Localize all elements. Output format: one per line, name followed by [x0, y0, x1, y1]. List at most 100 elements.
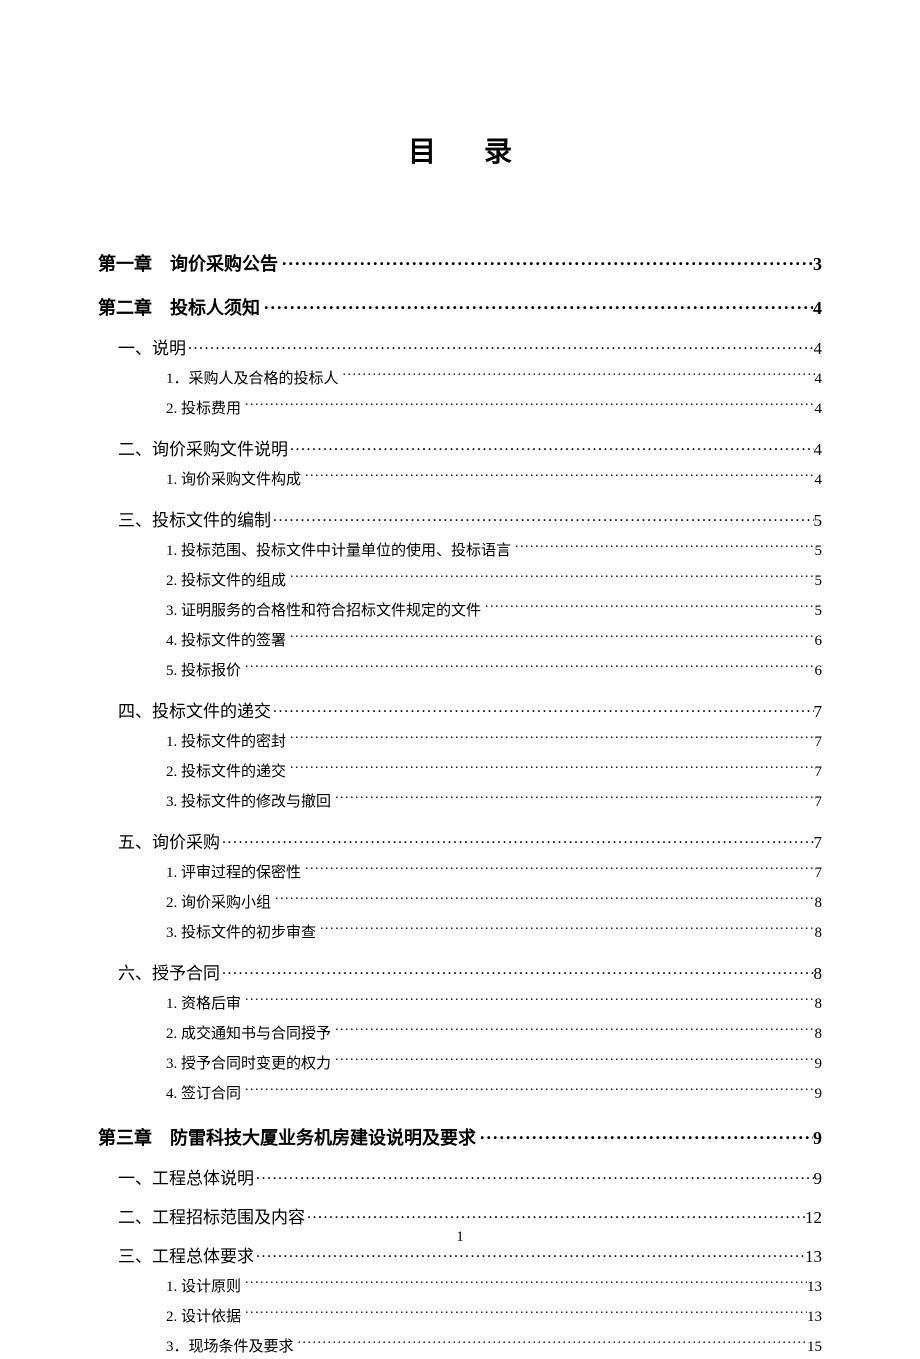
toc-entry-page: 8	[815, 992, 823, 1016]
toc-entry: 第一章 询价采购公告3	[98, 250, 822, 276]
toc-entry-page: 4	[813, 298, 822, 319]
toc-entry-label: 5. 投标报价	[166, 659, 245, 683]
toc-dots	[290, 570, 814, 585]
toc-entry: 1. 询价采购文件构成 4	[166, 468, 822, 492]
toc-dots	[335, 791, 814, 806]
toc-entry-label: 一、说明	[118, 334, 188, 359]
toc-entry-label: 二、询价采购文件说明	[118, 435, 290, 460]
toc-dots	[222, 831, 814, 848]
toc-entry-page: 5	[815, 539, 823, 563]
toc-entry-page: 7	[815, 760, 823, 784]
toc-entry: 3. 投标文件的初步审查8	[166, 921, 822, 945]
toc-dots	[245, 1083, 814, 1098]
toc-entry-page: 7	[814, 833, 823, 853]
toc-entry-page: 9	[813, 1128, 822, 1149]
toc-entry-label: 2. 投标费用	[166, 397, 245, 421]
toc-entry-label: 2. 成交通知书与合同授予	[166, 1022, 335, 1046]
page-number: 1	[0, 1229, 920, 1246]
toc-dots	[480, 1126, 813, 1144]
toc-dots	[273, 509, 814, 526]
toc-dots	[290, 438, 814, 455]
toc-entry-label: 3. 投标文件的修改与撤回	[166, 790, 335, 814]
toc-dots	[335, 1053, 814, 1068]
toc-entry-label: 3. 投标文件的初步审查	[166, 921, 320, 945]
toc-dots	[515, 540, 814, 555]
toc-entry-page: 7	[815, 730, 823, 754]
toc-entry: 3. 证明服务的合格性和符合招标文件规定的文件 5	[166, 599, 822, 623]
toc-entry-page: 9	[815, 1082, 823, 1106]
toc-entry-page: 7	[815, 861, 823, 885]
toc-entry: 2. 投标费用 4	[166, 397, 822, 421]
toc-entry-label: 2. 设计依据	[166, 1305, 245, 1329]
toc-dots	[485, 600, 814, 615]
toc-entry: 1. 投标范围、投标文件中计量单位的使用、投标语言 5	[166, 539, 822, 563]
toc-entry: 1. 投标文件的密封 7	[166, 730, 822, 754]
toc-title: 目录	[98, 130, 822, 170]
toc-dots	[290, 761, 814, 776]
toc-dots	[307, 1206, 805, 1223]
toc-entry: 二、询价采购文件说明 4	[118, 435, 822, 460]
toc-entry-page: 13	[805, 1247, 822, 1267]
toc-entry-label: 1. 投标文件的密封	[166, 730, 290, 754]
toc-dots	[273, 700, 814, 717]
toc-entry: 2. 询价采购小组8	[166, 891, 822, 915]
toc-dots	[275, 892, 814, 907]
toc-entry-page: 5	[814, 511, 823, 531]
toc-entry-page: 4	[814, 440, 823, 460]
toc-entry-label: 六、授予合同	[118, 959, 222, 984]
toc-dots	[335, 1023, 814, 1038]
toc-entry-label: 2. 投标文件的递交	[166, 760, 290, 784]
toc-entry-label: 4. 投标文件的签署	[166, 629, 290, 653]
toc-entry-page: 8	[814, 964, 823, 984]
toc-entry: 一、工程总体说明9	[118, 1164, 822, 1189]
toc-entry: 3．现场条件及要求 15	[166, 1335, 822, 1359]
toc-entry: 第二章 投标人须知4	[98, 294, 822, 320]
toc-entry-label: 一、工程总体说明	[118, 1164, 256, 1189]
toc-container: 第一章 询价采购公告3第二章 投标人须知4一、说明41．采购人及合格的投标人42…	[98, 250, 822, 1359]
toc-entry-page: 8	[815, 891, 823, 915]
toc-entry: 2. 投标文件的组成5	[166, 569, 822, 593]
toc-entry: 二、工程招标范围及内容12	[118, 1203, 822, 1228]
toc-entry: 三、投标文件的编制 5	[118, 506, 822, 531]
toc-entry: 1. 评审过程的保密性7	[166, 861, 822, 885]
toc-entry-label: 三、投标文件的编制	[118, 506, 273, 531]
toc-entry-page: 4	[815, 468, 823, 492]
toc-entry-label: 1. 投标范围、投标文件中计量单位的使用、投标语言	[166, 539, 515, 563]
toc-dots	[245, 1306, 807, 1321]
toc-entry-page: 6	[815, 629, 823, 653]
toc-entry-label: 第三章 防雷科技大厦业务机房建设说明及要求	[98, 1124, 480, 1150]
toc-entry: 4. 签订合同 9	[166, 1082, 822, 1106]
toc-entry-page: 15	[807, 1335, 822, 1359]
toc-entry-label: 四、投标文件的递交	[118, 697, 273, 722]
toc-entry-page: 7	[815, 790, 823, 814]
toc-dots	[245, 660, 814, 675]
toc-entry-label: 3. 证明服务的合格性和符合招标文件规定的文件	[166, 599, 485, 623]
toc-entry-page: 5	[815, 599, 823, 623]
toc-entry: 2. 成交通知书与合同授予8	[166, 1022, 822, 1046]
toc-entry-page: 3	[813, 254, 822, 275]
toc-entry-page: 4	[815, 397, 823, 421]
toc-entry: 5. 投标报价 6	[166, 659, 822, 683]
toc-entry: 3. 授予合同时变更的权力9	[166, 1052, 822, 1076]
toc-entry-label: 1．采购人及合格的投标人	[166, 367, 343, 391]
toc-entry-page: 12	[805, 1208, 822, 1228]
toc-entry-page: 6	[815, 659, 823, 683]
toc-entry-page: 4	[814, 339, 823, 359]
toc-entry: 五、询价采购7	[118, 828, 822, 853]
toc-entry: 2. 设计依据13	[166, 1305, 822, 1329]
toc-entry-label: 4. 签订合同	[166, 1082, 245, 1106]
toc-entry-label: 3．现场条件及要求	[166, 1335, 298, 1359]
toc-entry-label: 1. 询价采购文件构成	[166, 468, 305, 492]
toc-entry-page: 5	[815, 569, 823, 593]
toc-entry-page: 4	[815, 367, 823, 391]
toc-entry: 1. 设计原则13	[166, 1275, 822, 1299]
toc-entry: 3. 投标文件的修改与撤回 7	[166, 790, 822, 814]
toc-entry: 四、投标文件的递交7	[118, 697, 822, 722]
toc-dots	[298, 1336, 807, 1351]
toc-dots	[245, 398, 814, 413]
toc-entry: 4. 投标文件的签署 6	[166, 629, 822, 653]
toc-dots	[256, 1245, 805, 1262]
toc-entry-label: 1. 设计原则	[166, 1275, 245, 1299]
toc-dots	[264, 296, 813, 314]
toc-dots	[188, 337, 814, 354]
